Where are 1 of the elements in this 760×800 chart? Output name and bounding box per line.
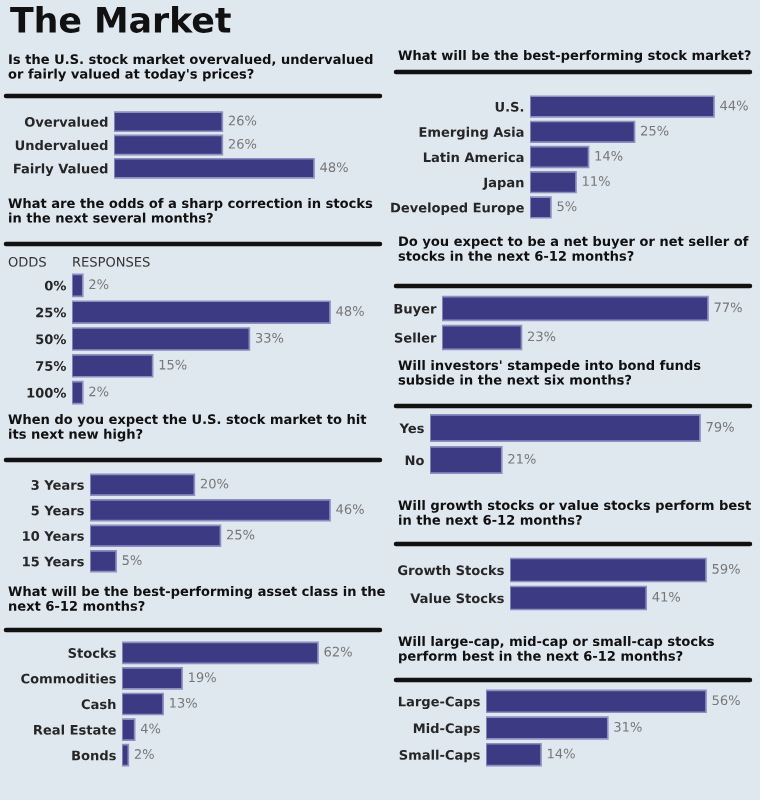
text: The Market <box>10 6 231 33</box>
